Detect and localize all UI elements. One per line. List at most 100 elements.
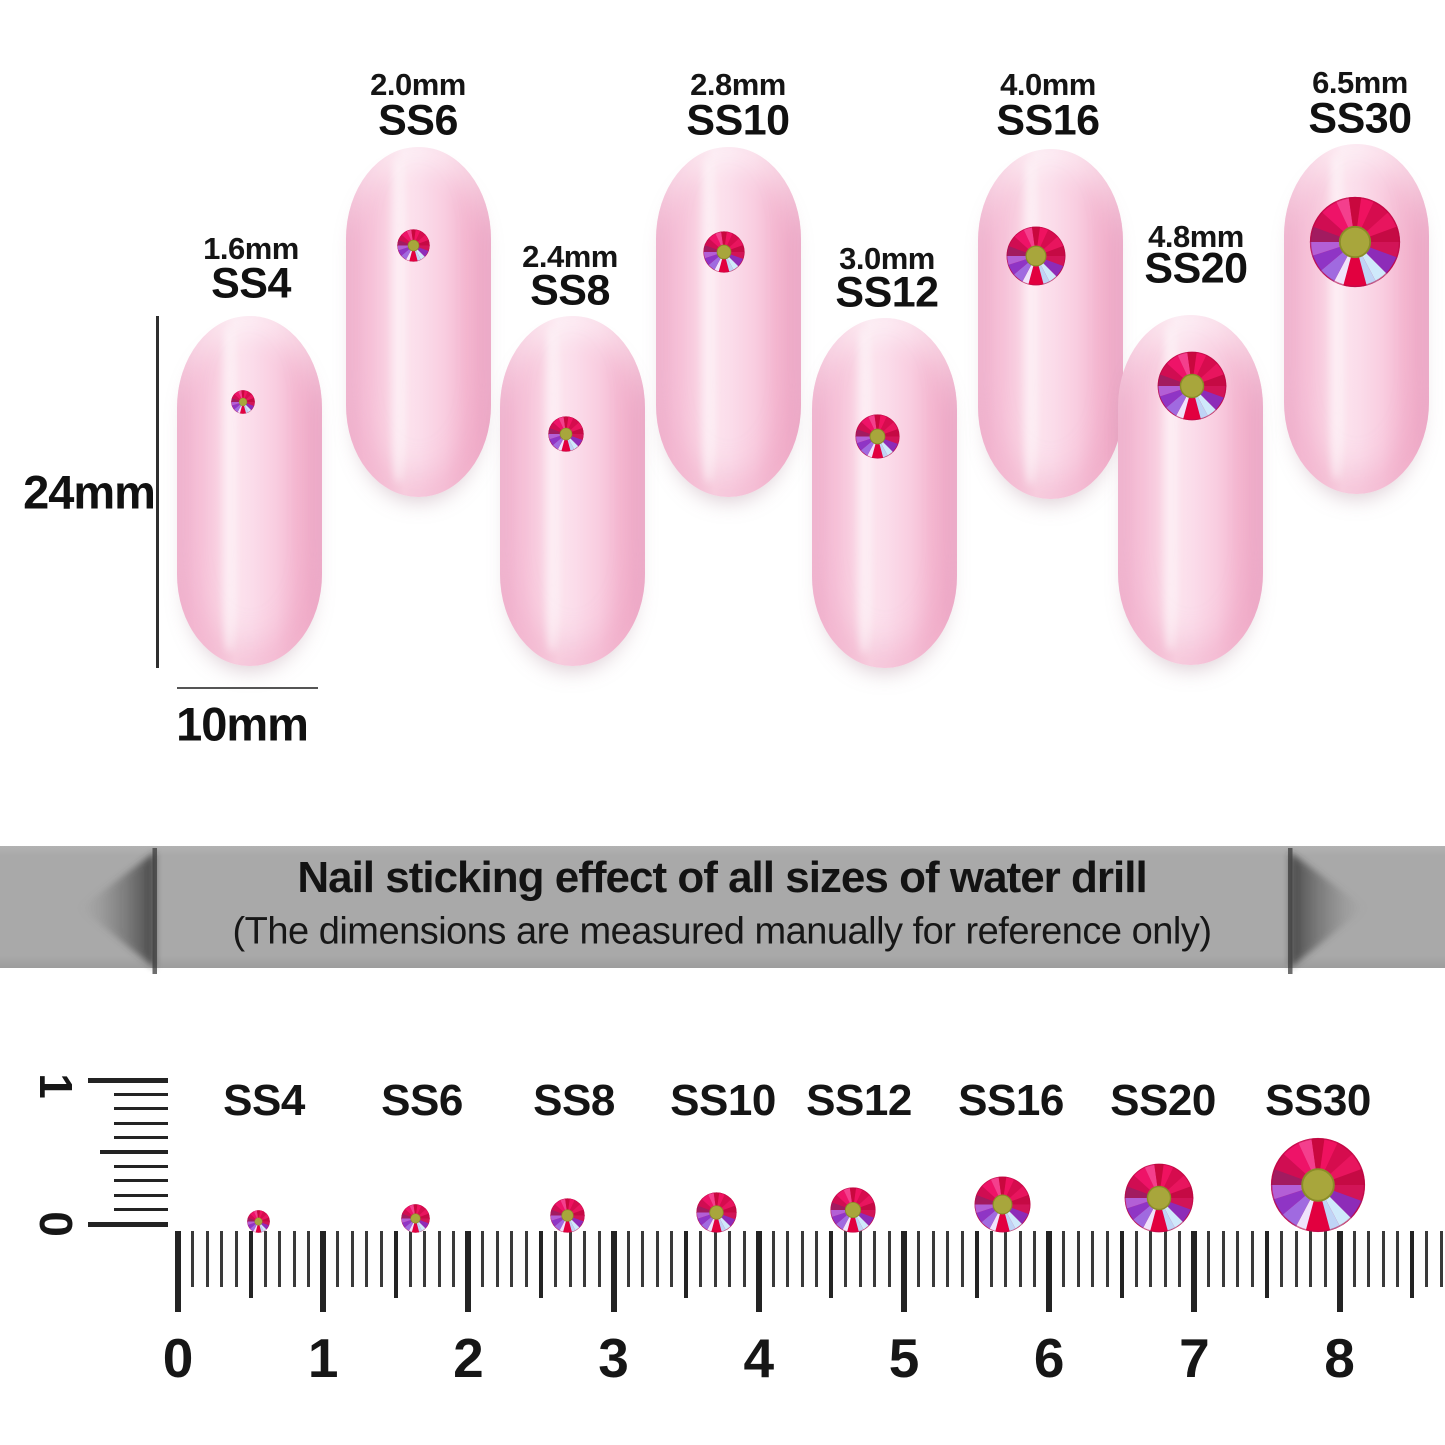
ruler-number: 6: [1033, 1327, 1065, 1389]
ruler-tick: [1091, 1231, 1095, 1287]
ruler-tick: [1076, 1231, 1080, 1287]
vertical-ruler-tick: [114, 1107, 168, 1111]
ruler-tick: [320, 1231, 327, 1312]
ruler-tick: [989, 1231, 993, 1287]
rhinestone-icon: [548, 416, 584, 452]
ruler-tick: [495, 1231, 499, 1287]
banner-title: Nail sticking effect of all sizes of wat…: [297, 853, 1147, 902]
ruler-tick: [728, 1231, 732, 1287]
ruler-tick: [1178, 1231, 1182, 1287]
ruler-tick: [597, 1231, 601, 1287]
ruler-tick: [1336, 1231, 1343, 1312]
ruler-tick: [931, 1231, 935, 1287]
ruler-ss-label: SS16: [958, 1076, 1064, 1125]
ruler-tick: [1018, 1231, 1022, 1287]
rhinestone-icon: [854, 413, 900, 459]
ruler-tick: [887, 1231, 891, 1287]
ruler-tick: [234, 1231, 238, 1287]
ruler-number: 7: [1179, 1327, 1210, 1389]
ruler-number: 0: [162, 1327, 194, 1389]
vertical-ruler-tick: [114, 1179, 168, 1183]
nail-ss-label: SS12: [835, 268, 939, 317]
nail-ss-label: SS20: [1144, 244, 1248, 293]
ruler-tick: [365, 1231, 369, 1287]
ruler-number: 1: [307, 1327, 339, 1389]
ruler-tick: [307, 1231, 311, 1287]
vertical-ruler-digit-top: 1: [30, 1073, 82, 1099]
ruler-tick: [408, 1231, 412, 1287]
ruler-tick: [713, 1231, 717, 1287]
nail-SS16: [978, 149, 1123, 499]
banner-subtitle: (The dimensions are measured manually fo…: [232, 910, 1212, 953]
ruler-tick: [205, 1231, 209, 1287]
ruler-tick: [800, 1231, 804, 1287]
ruler-tick: [1309, 1231, 1313, 1287]
ruler-tick: [1221, 1231, 1225, 1287]
ruler-tick: [175, 1231, 181, 1312]
ruler-tick: [917, 1231, 921, 1287]
measure-10mm-label: 10mm: [176, 697, 309, 751]
nail-ss-label: SS30: [1308, 94, 1412, 143]
measure-10mm-line: [177, 687, 318, 689]
nail-size-label: 4.8mm: [1148, 219, 1244, 254]
vertical-ruler-tick: [114, 1136, 168, 1140]
vertical-ruler-digit-bottom: 0: [30, 1211, 82, 1237]
vertical-ruler-tick: [114, 1208, 168, 1212]
ruler-tick: [452, 1231, 456, 1287]
ruler-tick: [1207, 1231, 1211, 1287]
ruler-tick: [1396, 1231, 1400, 1287]
ruler-ss-label: SS10: [670, 1076, 776, 1125]
rhinestone-icon: [1309, 196, 1401, 288]
ribbon-fold-right-icon: [1290, 852, 1365, 968]
nail-ss-label: SS6: [378, 96, 458, 145]
vertical-ruler-tick: [88, 1077, 168, 1083]
nail-SS6: [346, 147, 491, 497]
ruler-tick: [1280, 1231, 1284, 1287]
ruler-tick: [583, 1231, 587, 1287]
ruler-tick: [1425, 1231, 1429, 1287]
nail-size-label: 3.0mm: [839, 241, 935, 276]
rhinestone-icon: [695, 1192, 737, 1233]
ruler-tick: [1410, 1231, 1415, 1298]
ruler-tick: [1163, 1231, 1167, 1287]
nail-size-label: 1.6mm: [203, 231, 299, 266]
ruler-tick: [1439, 1231, 1443, 1287]
ruler-tick: [1134, 1231, 1138, 1287]
ruler-tick: [755, 1231, 762, 1312]
nail-ss-label: SS16: [996, 96, 1100, 145]
banner: Nail sticking effect of all sizes of wat…: [0, 846, 1445, 974]
ruler-tick: [278, 1231, 282, 1287]
rhinestone-icon: [1006, 226, 1066, 286]
vertical-ruler-tick: [100, 1150, 168, 1154]
nail-ss-label: SS10: [686, 96, 790, 145]
ruler-tick: [1250, 1231, 1254, 1287]
ruler-tick: [554, 1231, 558, 1287]
ruler-tick: [829, 1231, 834, 1298]
nail-SS4: [177, 316, 322, 666]
ruler-tick: [524, 1231, 528, 1287]
vertical-ruler-tick: [114, 1121, 168, 1125]
ruler-tick: [539, 1231, 543, 1298]
rhinestone-icon: [974, 1176, 1030, 1233]
nail-SS12: [812, 318, 957, 668]
ruler-number: 3: [598, 1327, 629, 1389]
ruler-tick: [655, 1231, 659, 1287]
ruler-tick: [946, 1231, 950, 1287]
ruler-tick: [960, 1231, 964, 1287]
nail-ss-label: SS4: [211, 259, 291, 308]
vertical-ruler-tick: [114, 1164, 168, 1168]
ruler-tick: [1236, 1231, 1240, 1287]
vertical-ruler-tick: [114, 1092, 168, 1096]
ruler-tick: [742, 1231, 746, 1287]
ruler-tick: [684, 1231, 689, 1298]
ruler-tick: [292, 1231, 296, 1287]
rhinestone-icon: [1124, 1163, 1194, 1233]
rhinestone-icon: [1157, 351, 1227, 421]
ruler-tick: [1149, 1231, 1153, 1287]
ruler-tick: [191, 1231, 195, 1287]
ruler-tick: [350, 1231, 354, 1287]
ruler-tick: [263, 1231, 267, 1287]
nail-size-label: 6.5mm: [1312, 65, 1408, 100]
ruler-number: 8: [1324, 1327, 1355, 1389]
